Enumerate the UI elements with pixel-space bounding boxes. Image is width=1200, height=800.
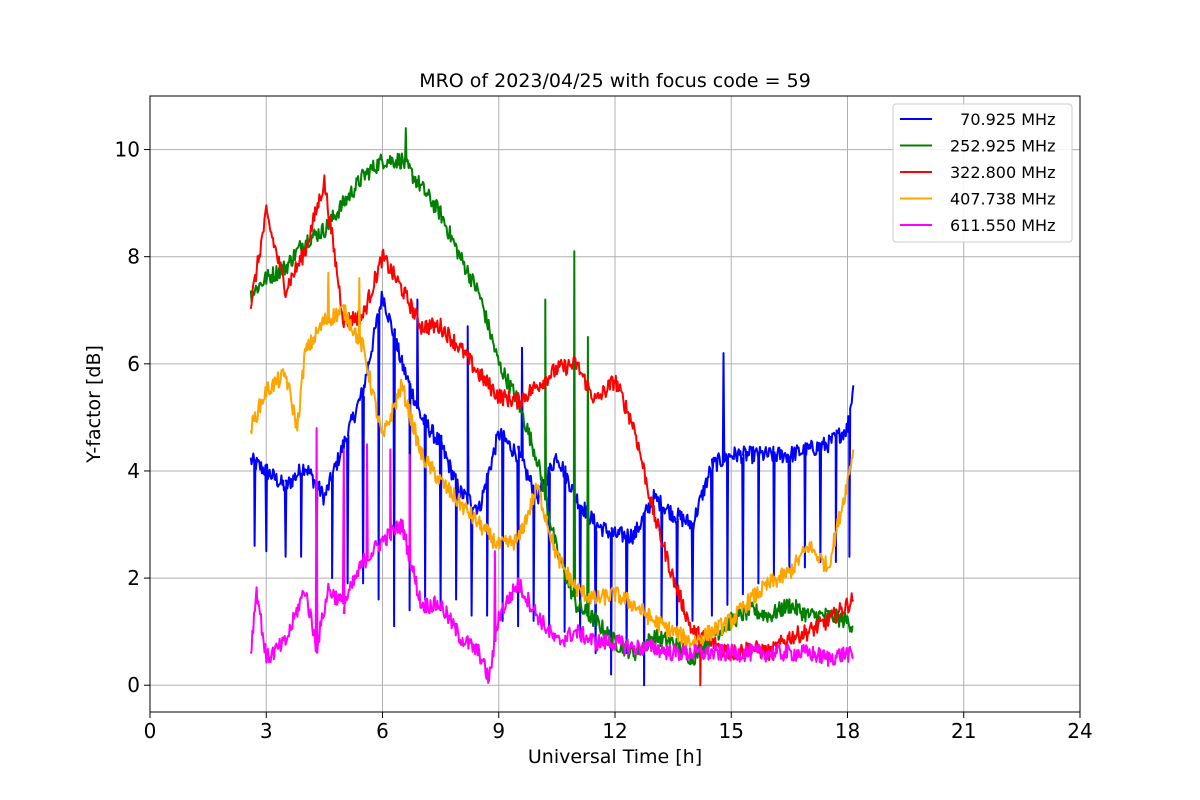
x-tick-label: 15 [719, 719, 744, 743]
x-tick-label: 21 [951, 719, 976, 743]
x-tick-label: 6 [376, 719, 389, 743]
x-tick-label: 0 [144, 719, 157, 743]
series-layer [249, 127, 855, 687]
series-line-1 [249, 127, 854, 666]
x-tick-label: 18 [835, 719, 860, 743]
x-tick-label: 24 [1067, 719, 1092, 743]
chart-title: MRO of 2023/04/25 with focus code = 59 [419, 70, 811, 92]
legend-label: 611.550 MHz [950, 216, 1055, 235]
y-tick-label: 0 [127, 673, 140, 697]
y-tick-label: 8 [127, 245, 140, 269]
legend-label: 70.925 MHz [950, 110, 1055, 129]
y-tick-label: 10 [115, 138, 140, 162]
series-line-4 [249, 427, 854, 684]
legend-label: 407.738 MHz [950, 190, 1055, 209]
x-axis-label: Universal Time [h] [528, 746, 702, 768]
y-tick-label: 2 [127, 566, 140, 590]
y-tick-label: 4 [127, 459, 140, 483]
x-tick-label: 12 [602, 719, 627, 743]
legend-box [892, 103, 1073, 243]
series-line-0 [249, 290, 855, 687]
x-tick-label: 3 [260, 719, 273, 743]
y-axis-label: Y-factor [dB] [83, 345, 105, 464]
legend-label: 322.800 MHz [950, 163, 1055, 182]
series-line-3 [249, 271, 855, 649]
y-tick-label: 6 [127, 352, 140, 376]
legend-label: 252.925 MHz [950, 137, 1055, 156]
legend: 70.925 MHz 252.925 MHz 322.800 MHz 407.738 … [892, 103, 1073, 243]
x-tick-label: 9 [492, 719, 505, 743]
